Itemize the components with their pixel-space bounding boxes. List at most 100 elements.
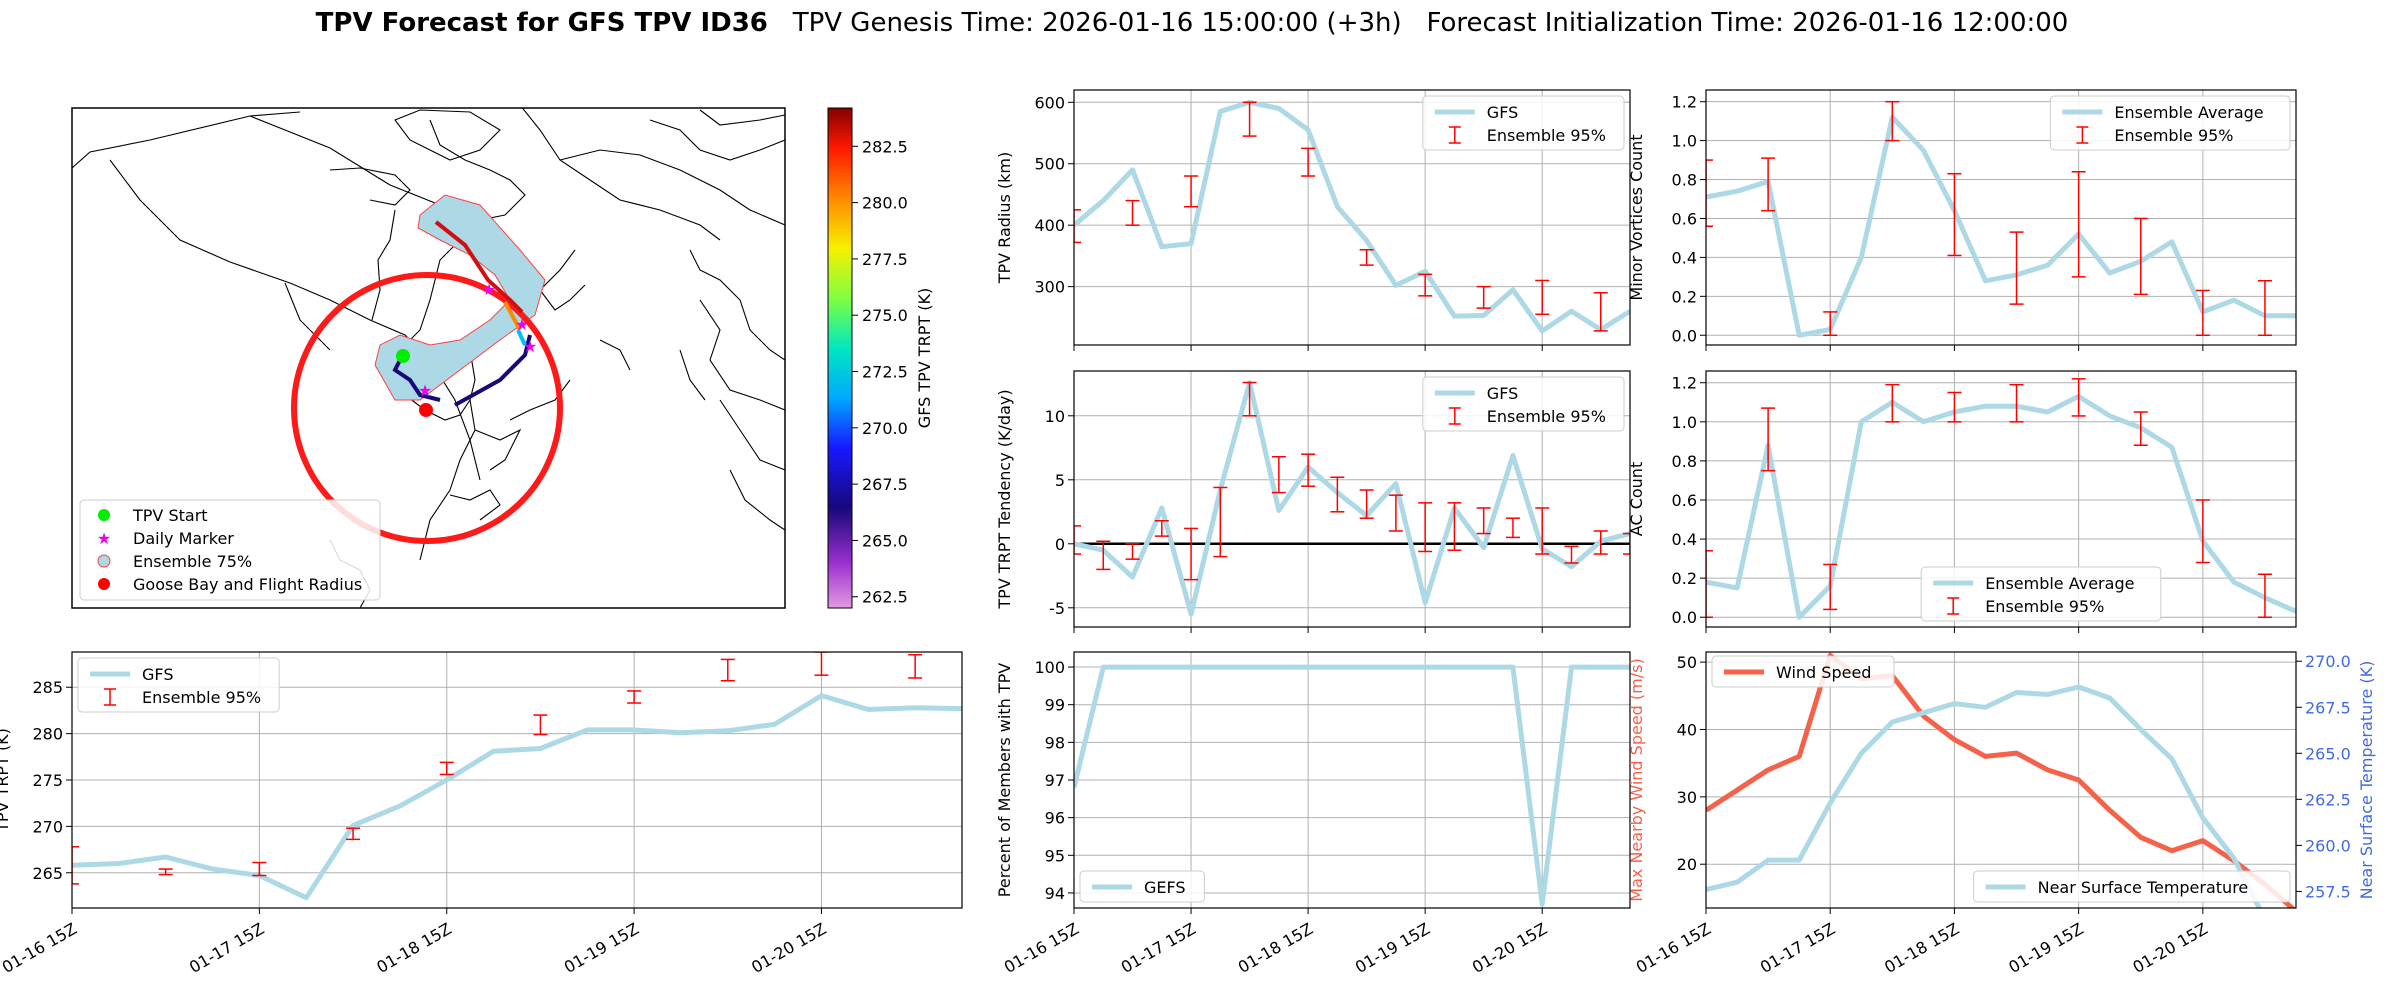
trpt-ytick-label-0: 265	[32, 864, 63, 883]
members-ytick-label-5: 99	[1045, 696, 1065, 715]
members-ylabel: Percent of Members with TPV	[995, 663, 1014, 897]
trpt-ylabel: TPV TRPT (K)	[0, 728, 12, 833]
chart-wind_temp: 20 30 40 50 01-16 15Z 01-17 15Z 01-18 15Z 01-19…	[1627, 651, 2376, 977]
title-genesis-time: TPV Genesis Time: 2026-01-16 15:00:00 (+…	[792, 8, 1402, 38]
tendency-plot	[1074, 380, 1630, 617]
wind_temp-xtick-label-1: 01-17 15Z	[1757, 919, 1838, 977]
trpt-errorbar-4	[439, 761, 454, 776]
radius-errorbar-6	[1418, 273, 1433, 297]
members-series-0	[1074, 664, 1630, 907]
ac-errorbar-2	[1823, 563, 1838, 611]
daily-marker-1: ★	[482, 280, 496, 299]
ac-errorbar-0	[1706, 550, 1713, 618]
wind_temp-y2tick-label-1: 260.0	[2305, 836, 2351, 855]
tendency-ytick-label-3: 10	[1045, 407, 1065, 426]
map-track-group: ★ ★ ★ ★	[291, 194, 563, 544]
trpt-errorbar-5	[533, 714, 548, 736]
track-mid-segment	[516, 329, 527, 346]
trpt-ytick-label-2: 275	[32, 771, 63, 790]
radius-legend-label-1: Ensemble 95%	[1487, 126, 1606, 145]
minor-errorbar-4	[1947, 172, 1962, 257]
chart-ac: 0.0 0.2 0.4 0.6 0.8 1.0 1.2 AC Count Ensemble Av…	[1627, 370, 2297, 633]
tendency-legend-label-0: GFS	[1487, 384, 1518, 403]
minor-legend: Ensemble Average Ensemble 95%	[2049, 95, 2291, 151]
wind_temp-plot	[1706, 652, 2296, 908]
radius-errorbar-9	[1593, 292, 1608, 332]
radius-ytick-label-3: 600	[1034, 93, 1065, 112]
ac-ytick-label-3: 0.6	[1672, 491, 1697, 510]
tpv-start-marker	[396, 349, 410, 363]
trpt-frame	[71, 651, 963, 909]
tendency-frame	[1073, 370, 1631, 628]
wind_temp-legend-box	[1711, 655, 1895, 688]
wind_temp-ytick-label-1: 30	[1677, 788, 1697, 807]
members-frame	[1073, 651, 1631, 909]
trpt-plot	[72, 652, 962, 901]
trpt-errorbar-6	[627, 690, 642, 704]
colorbar-tick-label-4: 272.5	[862, 363, 908, 382]
wind_temp-y2tick-label-2: 262.5	[2305, 790, 2351, 809]
wind_temp-legend-label-0: Wind Speed	[1776, 663, 1871, 682]
minor-ytick-label-5: 1.0	[1672, 132, 1697, 151]
wind_temp-y2label: Near Surface Temperature (K)	[2357, 661, 2376, 900]
minor-ytick-label-0: 0.0	[1672, 326, 1697, 345]
tendency-ytick-label-2: 5	[1055, 471, 1065, 490]
minor-errorbar-9	[2257, 280, 2272, 337]
chart-tendency: -5 0 5 10 TPV TRPT Tendency (K/day) GFS Ensemb…	[995, 370, 1631, 633]
title-tpv-id: TPV Forecast for GFS TPV ID36	[315, 8, 768, 38]
radius-legend: GFS Ensemble 95%	[1422, 95, 1625, 151]
wind_temp-legend-label-0: Near Surface Temperature	[2038, 878, 2249, 897]
track-orange-segment	[503, 301, 522, 331]
minor-errorbar-1	[1761, 157, 1776, 212]
members-legend-label-0: GEFS	[1144, 878, 1186, 897]
ac-ylabel: AC Count	[1627, 462, 1646, 536]
minor-legend-label-0: Ensemble Average	[2114, 103, 2263, 122]
trpt-ytick-label-1: 270	[32, 817, 63, 836]
ac-plot	[1706, 378, 2296, 620]
minor-errorbar-3	[1885, 100, 1900, 142]
radius-frame	[1073, 89, 1631, 346]
tendency-legend: GFS Ensemble 95%	[1422, 376, 1625, 432]
members-xtick-label-4: 01-20 15Z	[1469, 919, 1550, 977]
flight-radius-circle	[291, 272, 563, 544]
wind_temp-xtick-label-0: 01-16 15Z	[1633, 919, 1714, 977]
legend-goose-bay: Goose Bay and Flight Radius	[133, 575, 362, 594]
wind_temp-series-0	[1706, 652, 2296, 908]
trpt-errorbar-1	[158, 868, 173, 876]
members-ytick-label-2: 96	[1045, 809, 1065, 828]
members-xtick-label-3: 01-19 15Z	[1352, 919, 1433, 977]
tendency-ytick-label-1: 0	[1055, 535, 1065, 554]
trpt-errorbar-9	[908, 654, 923, 679]
tendency-errorbar-11	[1388, 494, 1403, 532]
wind_temp-ytick-label-0: 20	[1677, 855, 1697, 874]
wind_temp-ytick-label-3: 50	[1677, 653, 1697, 672]
ac-ytick-label-2: 0.4	[1672, 530, 1697, 549]
members-plot	[1074, 664, 1630, 907]
members-xtick-label-1: 01-17 15Z	[1118, 919, 1199, 977]
tendency-ytick-label-0: -5	[1049, 599, 1065, 618]
radius-errorbar-4	[1301, 147, 1316, 177]
radius-ytick-label-0: 300	[1034, 278, 1065, 297]
goose-bay-marker	[419, 403, 433, 417]
daily-marker-3: ★	[523, 337, 537, 356]
tendency-errorbar-19	[1623, 532, 1630, 555]
minor-errorbar-6	[2071, 171, 2086, 278]
radius-ylabel: TPV Radius (km)	[995, 152, 1014, 285]
members-ytick-label-0: 94	[1045, 884, 1065, 903]
tendency-legend-label-1: Ensemble 95%	[1487, 407, 1606, 426]
tendency-ylabel: TPV TRPT Tendency (K/day)	[995, 389, 1014, 609]
minor-errorbar-0	[1706, 159, 1713, 228]
ac-ytick-label-0: 0.0	[1672, 608, 1697, 627]
colorbar-tick-label-5: 275.0	[862, 306, 908, 325]
members-ytick-label-6: 100	[1034, 658, 1065, 677]
ac-frame	[1705, 370, 2297, 628]
trpt-xtick-label-1: 01-17 15Z	[186, 919, 267, 977]
tendency-errorbar-3	[1154, 520, 1169, 537]
tendency-errorbar-14	[1476, 507, 1491, 535]
map-panel: ★ ★ ★ ★ TPV Start ★ Daily Marker Ensembl…	[71, 107, 934, 609]
ac-ytick-label-4: 0.8	[1672, 452, 1697, 471]
trpt-legend-label-0: GFS	[142, 665, 173, 684]
members-ytick-label-1: 95	[1045, 846, 1065, 865]
minor-errorbar-5	[2009, 231, 2024, 305]
legend-tpv-start: TPV Start	[132, 506, 208, 525]
